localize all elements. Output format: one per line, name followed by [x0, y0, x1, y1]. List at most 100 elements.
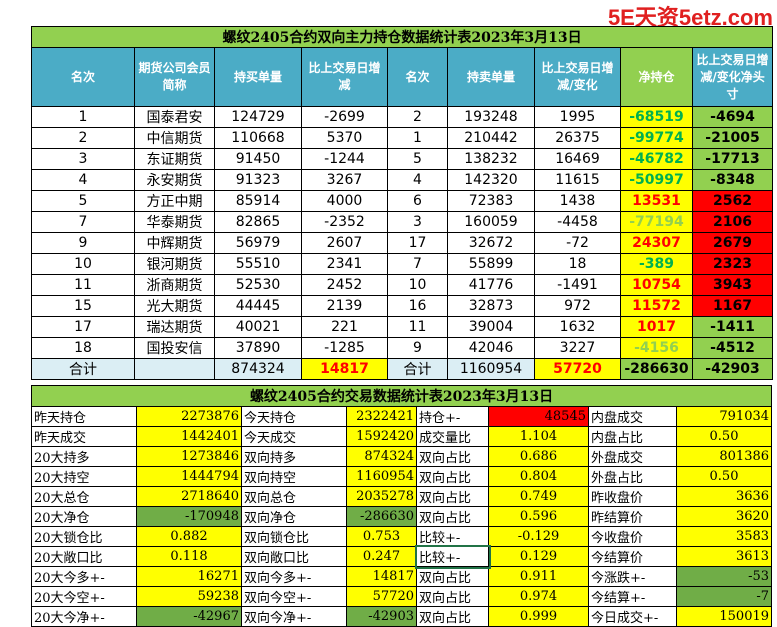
cell-rank: 5 [31, 190, 135, 212]
cell-rank: 3 [31, 148, 135, 170]
table-row: 20大今多+- 16271 双向今多+- 14817 双向占比 0.911 今涨跌+- -53 [31, 566, 773, 587]
stat-label: 持仓+- [416, 406, 489, 427]
cell-buy: 56979 [214, 232, 302, 254]
cell-name: 浙商期货 [134, 274, 215, 296]
cell-net: 1017 [620, 316, 693, 338]
cell-name: 永安期货 [134, 169, 215, 191]
cell-rank2: 16 [387, 295, 448, 317]
cell-sell: 142320 [447, 169, 535, 191]
table-row: 昨天持仓 2273876 今天持仓 2322421 持仓+- 48545 内盘成交 79103… [31, 406, 773, 427]
stat-value: 0.50 [675, 426, 773, 447]
cell-name: 中信期货 [134, 127, 215, 149]
stat-value: -42967 [136, 606, 242, 627]
stat-label: 20大净仓 [31, 506, 137, 527]
cell-buy-chg: 2607 [301, 232, 388, 254]
stat-label: 20大持多 [31, 446, 137, 467]
cell-net: 13531 [620, 190, 693, 212]
stat-label: 双向占比 [416, 586, 489, 607]
cell-net-chg: 3943 [691, 274, 774, 296]
stat-label: 今天成交 [241, 426, 347, 447]
cell-rank2: 4 [387, 169, 448, 191]
cell-buy-chg: 3267 [301, 169, 388, 191]
cell-sell: 32672 [447, 232, 535, 254]
cell-net-chg: -4512 [691, 337, 774, 359]
cell-name: 瑞达期货 [134, 316, 215, 338]
cell-rank: 10 [31, 253, 135, 275]
cell-sell-chg: 11615 [534, 169, 621, 191]
cell-sell: 55899 [447, 253, 535, 275]
cell-rank2: 10 [387, 274, 448, 296]
cell-rank2: 1 [387, 127, 448, 149]
stat-label: 双向占比 [416, 506, 489, 527]
cell-sell: 160059 [447, 211, 535, 233]
cell-buy: 44445 [214, 295, 302, 317]
stat-label: 双向今空+- [241, 586, 347, 607]
cell-sell: 193248 [447, 106, 535, 128]
stat-label: 比较+- [416, 526, 489, 547]
stat-label: 今日成交+- [588, 606, 677, 627]
stat-label: 内盘成交 [588, 406, 677, 427]
cell-net: -99774 [620, 127, 693, 149]
stat-label: 双向今多+- [241, 566, 347, 587]
cell-buy-chg: 2452 [301, 274, 388, 296]
cell-buy-chg: -2699 [301, 106, 388, 128]
stat-label: 成交量比 [416, 426, 489, 447]
cell-rank: 17 [31, 316, 135, 338]
stat-label: 双向敞口比 [241, 546, 347, 567]
cell-sell-chg: 972 [534, 295, 621, 317]
cell-rank: 4 [31, 169, 135, 191]
total-buy-change: 14817 [301, 358, 388, 380]
stat-label: 双向占比 [416, 486, 489, 507]
stat-label: 20大持空 [31, 466, 137, 487]
stat-value: 1442401 [136, 426, 242, 447]
stat-label: 20大总仓 [31, 486, 137, 507]
stat-value: 0.804 [488, 466, 589, 487]
position-table-header: 名次 期货公司会员简称 持买单量 比上交易日增减 名次 持卖单量 比上交易日增减/变化 净持仓… [31, 47, 774, 107]
stat-label: 双向占比 [416, 466, 489, 487]
stat-value: 0.50 [675, 466, 773, 487]
watermark: 5E天资5etz.com [607, 5, 773, 30]
table-row: 20大总仓 2718640 双向总仓 2035278 双向占比 0.749 昨收盘价 3636 [31, 486, 773, 507]
table-row: 20大今空+- 59238 双向今空+- 57720 双向占比 0.974 今结算+- -7 [31, 586, 773, 607]
cell-buy: 82865 [214, 211, 302, 233]
cell-buy: 55510 [214, 253, 302, 275]
stat-value: 1.104 [488, 426, 589, 447]
cell-net: -4156 [620, 337, 693, 359]
cell-buy: 37890 [214, 337, 302, 359]
stat-label: 昨结算价 [588, 506, 677, 527]
total-net-change: -42903 [691, 358, 774, 380]
stat-value: 1273846 [136, 446, 242, 467]
stat-label: 双向持空 [241, 466, 347, 487]
stat-value: 0.596 [488, 506, 589, 527]
stat-label: 双向占比 [416, 446, 489, 467]
cell-buy: 110668 [214, 127, 302, 149]
position-table-title: 螺纹2405合约双向主力持仓数据统计表2023年3月13日 [30, 26, 774, 48]
stat-label: 双向今净+- [241, 606, 347, 627]
stat-value: 16271 [136, 566, 242, 587]
cell-buy-chg: -1285 [301, 337, 388, 359]
cell-net-chg: -17713 [691, 148, 774, 170]
stat-label: 20大今多+- [31, 566, 137, 587]
cell-name: 中辉期货 [134, 232, 215, 254]
stat-value: 1444794 [136, 466, 242, 487]
trading-table-title: 螺纹2405合约交易数据统计表2023年3月13日 [30, 385, 773, 407]
stat-label: 双向占比 [416, 566, 489, 587]
table-row: 2 中信期货 110668 5370 1 210442 26375 -99774 -21005 [31, 127, 774, 149]
stat-value: 0.974 [488, 586, 589, 607]
stat-value: 0.749 [488, 486, 589, 507]
cell-net: -68519 [620, 106, 693, 128]
cell-buy: 85914 [214, 190, 302, 212]
total-sell-change: 57720 [534, 358, 621, 380]
cell-sell-chg: 1995 [534, 106, 621, 128]
table-row: 17 瑞达期货 40021 221 11 39004 1632 1017 -1411 [31, 316, 774, 338]
cell-rank2: 2 [387, 106, 448, 128]
stat-value: 1592420 [346, 426, 417, 447]
cell-sell-chg: 18 [534, 253, 621, 275]
stat-value: 0.118 [136, 546, 242, 567]
stat-value: -7 [675, 586, 773, 607]
table-row: 15 光大期货 44445 2139 16 32873 972 11572 1167 [31, 295, 774, 317]
position-table: 螺纹2405合约双向主力持仓数据统计表2023年3月13日 名次 期货公司会员简称… [30, 26, 774, 380]
position-table-total-row: 合计 874324 14817 合计 1160954 57720 -286630… [31, 358, 774, 380]
cell-sell-chg: -72 [534, 232, 621, 254]
cell-net: 11572 [620, 295, 693, 317]
